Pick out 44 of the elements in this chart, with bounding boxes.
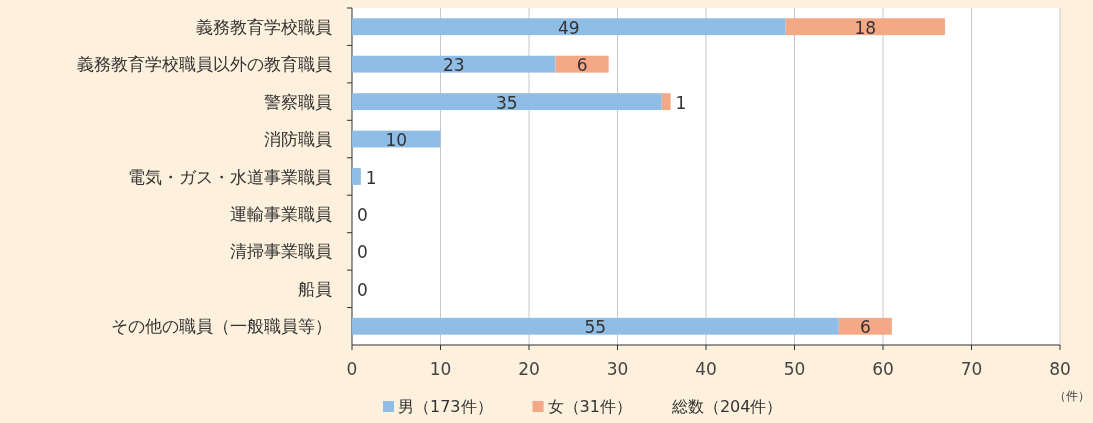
data-label: 6 (576, 55, 588, 76)
x-tick-label: 30 (606, 359, 629, 379)
data-label: 10 (385, 130, 408, 151)
bar (555, 55, 609, 73)
legend-label: 男（173件） (398, 397, 493, 416)
bar (661, 93, 671, 111)
data-label: 1 (365, 167, 377, 188)
y-tick-label: 義務教育学校職員 (196, 16, 332, 37)
x-tick-label: 80 (1049, 359, 1071, 379)
bar (352, 317, 839, 335)
x-tick-label: 70 (960, 359, 983, 379)
x-tick-label: 50 (783, 359, 806, 379)
bar (785, 18, 945, 36)
bar (352, 93, 662, 111)
x-axis-title: （件） (1054, 389, 1090, 403)
y-tick-label: 船員 (298, 278, 332, 299)
x-tick-label: 0 (346, 359, 358, 379)
data-label: 0 (357, 242, 368, 263)
x-tick-label: 60 (872, 359, 894, 379)
data-label: 6 (859, 317, 871, 338)
x-tick-label: 40 (695, 359, 717, 379)
y-tick-label: 義務教育学校職員以外の教育職員 (77, 54, 332, 75)
data-label: 18 (854, 17, 877, 38)
bar (352, 55, 556, 73)
x-tick-label: 20 (518, 359, 540, 379)
x-tick-label: 10 (429, 359, 452, 379)
legend-label: 女（31件） (547, 397, 632, 416)
data-label: 49 (558, 17, 580, 38)
text: 総数（204件） (670, 397, 783, 416)
y-tick-label: 清掃事業職員 (230, 241, 332, 262)
data-label: 1 (675, 92, 687, 113)
y-tick-label: 警察職員 (264, 91, 332, 112)
bar (352, 18, 786, 36)
data-label: 0 (357, 204, 368, 225)
bar (838, 317, 892, 335)
data-label: 55 (584, 317, 607, 338)
data-label: 35 (496, 92, 518, 113)
y-tick-label: 消防職員 (264, 129, 332, 150)
y-tick-label: 運輸事業職員 (230, 203, 332, 224)
y-tick-label: 電気・ガス・水道事業職員 (128, 166, 332, 187)
bar (352, 168, 361, 185)
data-label: 23 (442, 55, 465, 76)
y-tick-label: その他の職員（一般職員等） (111, 316, 332, 337)
data-label: 0 (357, 279, 368, 300)
